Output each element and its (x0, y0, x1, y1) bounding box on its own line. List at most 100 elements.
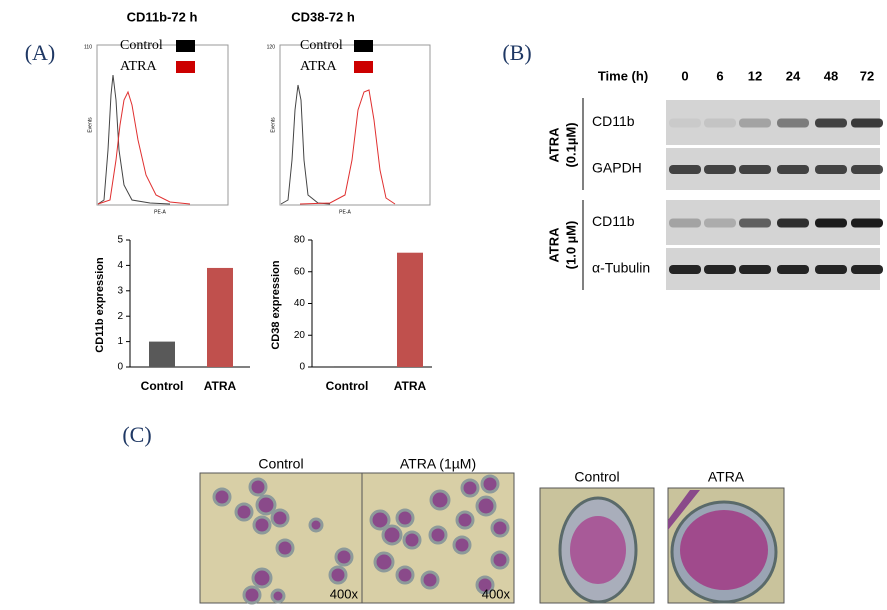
band (851, 218, 883, 228)
time-point: 48 (824, 68, 838, 83)
control-curve (97, 74, 171, 205)
legend-label: Control (120, 38, 163, 53)
y-tick-label: 0 (299, 362, 305, 373)
legend-label: ATRA (300, 59, 337, 74)
legend-swatch (354, 61, 373, 73)
plot-frame (96, 44, 229, 206)
legend-label: ATRA (120, 59, 157, 74)
legend-swatch (176, 40, 195, 52)
magnification-label: 400x (482, 586, 511, 601)
y-tick-label: 0 (117, 362, 123, 373)
y-axis-label: CD38 expression (270, 260, 282, 350)
band (815, 218, 847, 228)
protein-label: CD11b (592, 213, 635, 229)
image-caption: Control (574, 469, 619, 485)
y-tick-label: 20 (294, 330, 306, 341)
histogram: 110 Events PE-A (84, 44, 229, 215)
y-tick-label: 4 (117, 260, 123, 271)
x-tick-label: Control (141, 379, 184, 393)
band (669, 118, 701, 128)
band (739, 218, 771, 228)
magnification-label: 400x (330, 586, 359, 601)
treatment-label: ATRA (546, 227, 561, 263)
image-caption: ATRA (1µM) (400, 456, 476, 472)
time-point: 0 (681, 68, 688, 83)
panel-label: (A) (25, 40, 56, 65)
panel-label: (C) (122, 422, 151, 447)
legend-swatch (354, 40, 373, 52)
y-tick-label: 2 (117, 311, 123, 322)
y-max-label: 110 (84, 44, 92, 50)
image-caption: ATRA (708, 469, 745, 485)
image-caption: Control (258, 456, 303, 472)
histogram-title: CD11b-72 h (127, 9, 198, 24)
band (704, 118, 736, 128)
time-point: 12 (748, 68, 762, 83)
x-axis-label: PE-A (154, 209, 166, 215)
legend-label: Control (300, 38, 343, 53)
micrograph (539, 487, 655, 604)
band (704, 218, 736, 228)
y-tick-label: 3 (117, 285, 123, 296)
band (777, 265, 809, 274)
protein-label: CD11b (592, 113, 635, 129)
band (851, 165, 883, 174)
band (777, 165, 809, 174)
histogram-title: CD38-72 h (291, 9, 355, 24)
micrograph (199, 472, 363, 605)
band (777, 118, 809, 128)
y-tick-label: 60 (294, 266, 306, 277)
time-label: Time (h) (598, 68, 648, 83)
bar (149, 341, 175, 367)
band (777, 218, 809, 228)
bar (334, 366, 360, 367)
x-axis-label: PE-A (339, 209, 351, 215)
y-axis-label: Events (87, 117, 93, 133)
cell-nucleus (570, 516, 626, 584)
micrograph (361, 472, 515, 604)
band (739, 265, 771, 274)
atra-curve (97, 90, 191, 205)
band (669, 165, 701, 174)
cell-nucleus (680, 510, 768, 590)
y-tick-label: 40 (294, 298, 306, 309)
protein-label: GAPDH (592, 160, 642, 176)
dose-label: (0.1µM) (563, 122, 578, 167)
band (739, 165, 771, 174)
band (704, 265, 736, 274)
bar (397, 252, 423, 367)
x-tick-label: ATRA (394, 379, 427, 393)
time-point: 24 (786, 68, 801, 83)
band (815, 165, 847, 174)
y-axis-label: CD11b expression (94, 257, 106, 353)
time-point: 72 (860, 68, 874, 83)
protein-label: α-Tubulin (592, 260, 650, 276)
band (851, 118, 883, 128)
time-point: 6 (716, 68, 723, 83)
band (815, 118, 847, 128)
band (704, 165, 736, 174)
y-axis-label: Events (270, 117, 276, 133)
bar (207, 267, 233, 367)
y-max-label: 120 (267, 44, 276, 50)
x-tick-label: Control (326, 379, 369, 393)
dose-label: (1.0 µM) (563, 221, 578, 270)
treatment-label: ATRA (546, 127, 561, 163)
histogram: 120 Events PE-A (267, 44, 431, 215)
band (669, 218, 701, 228)
band (669, 265, 701, 274)
control-curve (280, 84, 331, 205)
panel-label: (B) (502, 40, 531, 65)
x-tick-label: ATRA (204, 379, 237, 393)
band (815, 265, 847, 274)
band (851, 265, 883, 274)
y-tick-label: 1 (117, 336, 123, 347)
legend-swatch (176, 61, 195, 73)
atra-curve (299, 89, 396, 205)
band (739, 118, 771, 128)
neighbor-cell (668, 490, 700, 530)
y-tick-label: 80 (294, 235, 306, 246)
y-tick-label: 5 (117, 235, 123, 246)
micrograph (667, 487, 785, 604)
